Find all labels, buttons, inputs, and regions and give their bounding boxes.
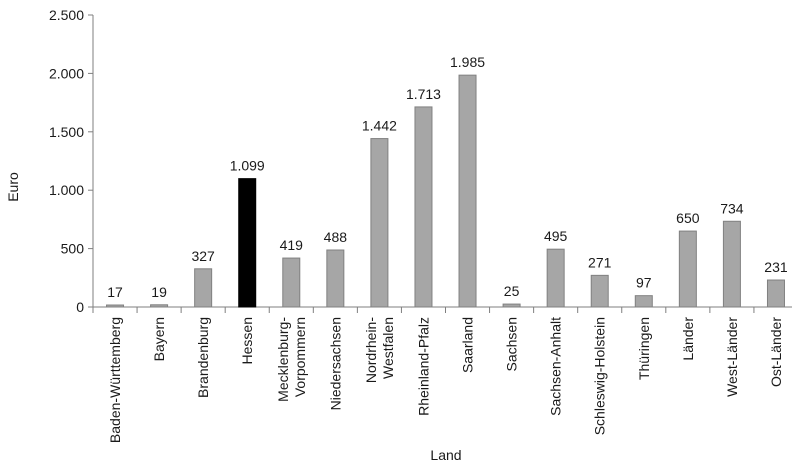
bar xyxy=(282,257,301,308)
x-tick-label: Rheinland-Pfalz xyxy=(415,317,431,416)
x-tick-label-line: Vorpommern xyxy=(292,317,308,397)
bar xyxy=(590,274,609,308)
x-tick-label-line: Länder xyxy=(680,317,696,361)
bar xyxy=(546,248,565,308)
x-tick-label: Schleswig-Holstein xyxy=(592,317,608,435)
bar-value-label: 1.985 xyxy=(450,54,485,70)
x-tick-label-line: Mecklenburg- xyxy=(275,317,291,402)
x-tick-label: Länder xyxy=(680,317,696,361)
bar xyxy=(414,106,433,308)
x-axis: Baden-Württemberg Bayern Brandenburg Hessen… xyxy=(92,306,792,443)
x-axis-title: Land xyxy=(430,447,461,463)
x-tick-label: Niedersachsen xyxy=(327,317,343,410)
x-tick-label-line: Niedersachsen xyxy=(327,317,343,410)
bar-value-label: 25 xyxy=(504,283,520,299)
x-tick-label-line: Brandenburg xyxy=(195,317,211,398)
bar-value-label: 17 xyxy=(107,284,123,300)
x-tick-label-line: Bayern xyxy=(151,317,167,361)
bar-value-label: 734 xyxy=(720,200,744,216)
x-tick-label-line: Schleswig-Holstein xyxy=(592,317,608,435)
x-tick-label: Sachsen xyxy=(504,317,520,371)
x-tick-label-line: West-Länder xyxy=(724,317,740,397)
x-tick-label: Saarland xyxy=(460,317,476,373)
x-tick-label: Sachsen-Anhalt xyxy=(548,317,564,416)
y-tick-label: 2.500 xyxy=(49,7,84,23)
bar-value-label: 495 xyxy=(544,228,568,244)
x-tick-label: Ost-Länder xyxy=(768,317,784,387)
x-tick-label: Baden-Württemberg xyxy=(107,317,123,443)
bar xyxy=(194,268,213,308)
bar-value-label: 488 xyxy=(324,229,348,245)
x-tick-label: Mecklenburg-Vorpommern xyxy=(275,317,308,402)
bars xyxy=(106,74,785,308)
bar xyxy=(106,304,125,308)
x-tick-label-line: Rheinland-Pfalz xyxy=(415,317,431,416)
bar xyxy=(678,230,697,308)
x-tick-label-line: Westfalen xyxy=(380,317,396,379)
bar-value-label: 327 xyxy=(191,248,215,264)
x-tick-label-line: Saarland xyxy=(460,317,476,373)
bar xyxy=(150,304,169,308)
y-tick-label: 0 xyxy=(76,299,84,315)
y-tick-label: 1.500 xyxy=(49,124,84,140)
bar-value-label: 1.099 xyxy=(230,158,265,174)
x-tick-label-line: Thüringen xyxy=(636,317,652,380)
x-tick-label-line: Baden-Württemberg xyxy=(107,317,123,443)
value-labels: 17 19 327 1.099 419 488 1.442 1.713 1.985 25 495 27… xyxy=(107,54,788,300)
bar xyxy=(634,295,653,308)
y-axis: 0 500 1.000 1.500 2.000 2.500 xyxy=(49,7,94,315)
bar-value-label: 1.442 xyxy=(362,118,397,134)
bar-value-label: 271 xyxy=(588,254,612,270)
bar-value-label: 650 xyxy=(676,210,700,226)
bar xyxy=(458,74,477,308)
bar-value-label: 1.713 xyxy=(406,86,441,102)
y-tick-label: 500 xyxy=(61,241,85,257)
y-tick-label: 1.000 xyxy=(49,182,84,198)
x-tick-label: Nordrhein-Westfalen xyxy=(363,317,396,383)
bar xyxy=(238,178,257,308)
x-tick-label-line: Ost-Länder xyxy=(768,317,784,387)
bar xyxy=(722,220,741,308)
bar-value-label: 419 xyxy=(280,237,304,253)
bar-value-label: 19 xyxy=(151,284,167,300)
y-tick-label: 2.000 xyxy=(49,65,84,81)
x-tick-label: Bayern xyxy=(151,317,167,361)
bar xyxy=(326,249,345,308)
x-tick-label: West-Länder xyxy=(724,317,740,397)
x-tick-label-line: Sachsen-Anhalt xyxy=(548,317,564,416)
x-tick-label-line: Hessen xyxy=(239,317,255,364)
x-tick-label-line: Nordrhein- xyxy=(363,317,379,383)
bar xyxy=(370,138,389,308)
y-axis-title: Euro xyxy=(5,172,21,202)
x-tick-label: Thüringen xyxy=(636,317,652,380)
bar xyxy=(766,279,785,308)
bar xyxy=(502,303,521,308)
bar-value-label: 97 xyxy=(636,275,652,291)
x-tick-label-line: Sachsen xyxy=(504,317,520,371)
x-tick-label: Hessen xyxy=(239,317,255,364)
x-tick-label: Brandenburg xyxy=(195,317,211,398)
bar-value-label: 231 xyxy=(764,259,788,275)
